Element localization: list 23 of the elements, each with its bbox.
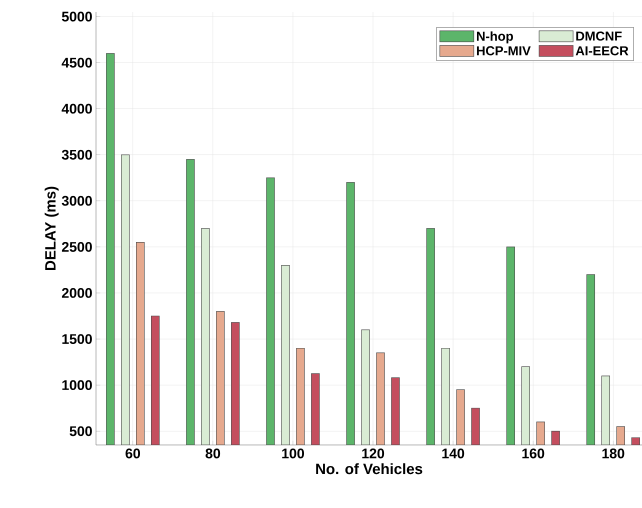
y-tick-label: 1500 (62, 334, 92, 344)
y-tick-label: 2500 (62, 242, 92, 252)
legend-label: AI-EECR (576, 46, 628, 56)
legend-label: DMCNF (576, 31, 622, 41)
x-axis-title: No. of Vehicles (316, 463, 422, 474)
y-tick-label: 5000 (62, 12, 92, 22)
x-tick-label: 60 (126, 448, 140, 458)
legend-label: N-hop (476, 31, 513, 44)
y-axis-title: DELAY (ms) (44, 186, 59, 270)
x-tick-label: 180 (602, 448, 624, 458)
x-tick-label: 100 (282, 448, 304, 458)
y-tick-label: 1000 (62, 380, 92, 390)
legend-label: HCP-MIV (476, 46, 531, 56)
x-tick-label: 80 (206, 448, 220, 458)
y-tick-label: 3500 (62, 150, 92, 160)
x-tick-label: 120 (362, 448, 384, 458)
y-tick-label: 2000 (62, 288, 92, 298)
y-tick-label: 3000 (62, 196, 92, 206)
x-tick-label: 160 (522, 448, 544, 458)
y-tick-label: 4500 (62, 58, 92, 68)
x-tick-label: 140 (442, 448, 464, 458)
y-tick-label: 4000 (62, 104, 92, 114)
y-tick-label: 500 (70, 426, 92, 436)
